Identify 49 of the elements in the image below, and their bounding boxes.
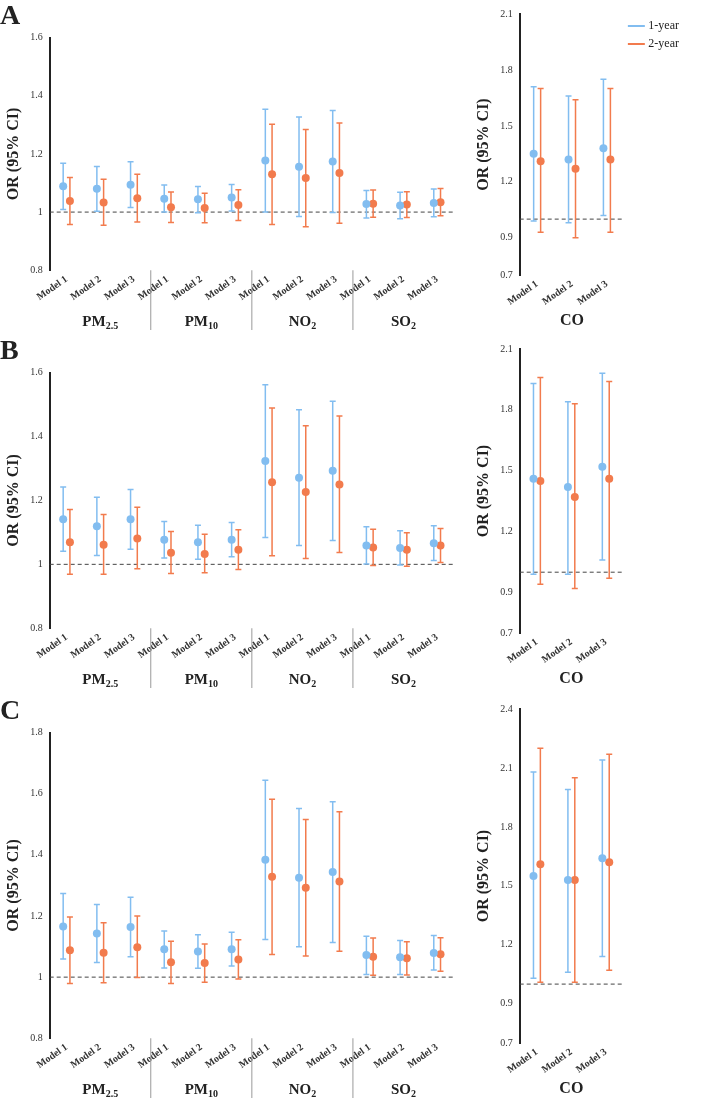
y-tick-label: 1.2 — [500, 525, 513, 537]
y-tick-label: 1.6 — [30, 31, 43, 43]
y-tick-label: 1.2 — [30, 147, 43, 159]
y-tick-label: 1.5 — [500, 464, 513, 476]
y-tick-label: 1.2 — [30, 909, 43, 921]
y-tick-label: 1.5 — [500, 879, 513, 891]
y-tick-label: 1 — [37, 970, 43, 982]
y-tick-label: 0.7 — [500, 268, 513, 280]
y-tick-label: 2.4 — [500, 702, 513, 714]
y-tick-label: 1.4 — [30, 89, 43, 101]
y-tick-label: 1 — [37, 557, 43, 569]
y-axis-title: OR (95% CI) — [3, 454, 22, 547]
legend-label: 2-year — [648, 36, 680, 51]
y-tick-label: 1.4 — [30, 848, 43, 860]
y-tick-label: 1.8 — [500, 63, 513, 75]
y-axis-title: OR (95% CI) — [3, 107, 22, 201]
y-tick-label: 0.7 — [500, 1036, 513, 1048]
y-tick-label: 1.2 — [500, 938, 513, 950]
y-axis-title: OR (95% CI) — [473, 829, 492, 923]
y-tick-label: 1.8 — [30, 726, 43, 738]
y-tick-label: 2.1 — [500, 7, 513, 19]
y-axis-title: OR (95% CI) — [3, 839, 22, 932]
x-axis-title: CO — [559, 1078, 584, 1096]
chart-title: C — [0, 694, 21, 726]
y-tick-label: 1.8 — [500, 403, 513, 415]
y-tick-label: 2.1 — [500, 761, 513, 773]
y-tick-label: 1.5 — [500, 119, 513, 131]
y-tick-label: 0.8 — [30, 263, 43, 275]
legend-label: 1-year — [648, 18, 680, 33]
y-tick-label: 1 — [37, 205, 43, 217]
y-tick-label: 2.1 — [500, 342, 513, 354]
y-tick-label: 0.8 — [30, 621, 43, 633]
y-tick-label: 1.2 — [500, 175, 513, 187]
y-tick-label: 1.6 — [30, 787, 43, 799]
y-axis-title: OR (95% CI) — [473, 444, 492, 538]
y-tick-label: 1.8 — [500, 820, 513, 832]
x-axis-title: CO — [560, 310, 585, 328]
y-tick-label: 1.2 — [30, 494, 43, 506]
y-tick-label: 0.7 — [500, 626, 513, 638]
y-tick-label: 0.9 — [500, 997, 513, 1009]
y-tick-label: 0.9 — [500, 586, 513, 598]
y-tick-label: 1.4 — [30, 430, 43, 442]
chart-title: B — [0, 334, 19, 366]
x-axis-title: CO — [559, 668, 584, 686]
y-tick-label: 0.8 — [30, 1031, 43, 1043]
chart-title: A — [0, 0, 21, 31]
y-axis-title: OR (95% CI) — [473, 98, 492, 191]
y-tick-label: 0.9 — [500, 231, 513, 243]
y-tick-label: 1.6 — [30, 366, 43, 378]
